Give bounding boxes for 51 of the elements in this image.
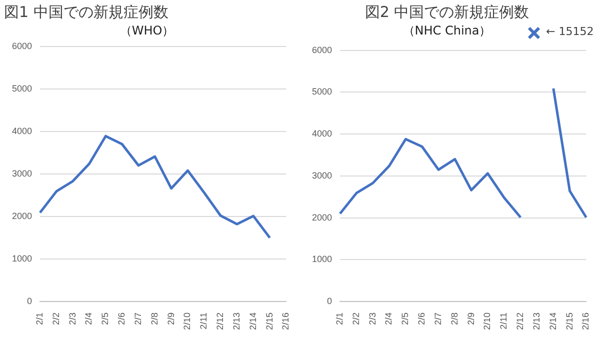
y-tick-label: 5000 — [12, 83, 32, 94]
x-tick-label: 2/11 — [498, 312, 509, 330]
y-tick-label: 1000 — [12, 253, 32, 264]
x-tick-label: 2/11 — [198, 312, 209, 330]
y-tick-label: 4000 — [312, 128, 332, 139]
y-tick-label: 0 — [27, 296, 32, 306]
x-tick-label: 2/16 — [280, 312, 291, 330]
x-tick-label: 2/9 — [166, 312, 176, 325]
x-tick-label: 2/8 — [149, 312, 160, 325]
x-tick-label: 2/5 — [400, 312, 410, 325]
y-tick-label: 0 — [327, 296, 332, 306]
x-tick-label: 2/7 — [432, 312, 443, 325]
x-tick-label: 2/13 — [531, 312, 542, 330]
x-tick-label: 2/10 — [182, 312, 192, 330]
x-tick-label: 2/12 — [215, 312, 226, 330]
x-tick-label: 2/1 — [334, 312, 345, 325]
x-tick-label: 2/5 — [100, 312, 110, 325]
y-tick-label: 6000 — [12, 40, 32, 51]
x-tick-label: 2/14 — [248, 312, 258, 330]
x-tick-label: 2/12 — [515, 312, 526, 330]
x-tick-label: 2/8 — [449, 312, 460, 325]
x-tick-label: 2/4 — [384, 312, 394, 325]
y-tick-label: 6000 — [312, 44, 332, 55]
x-tick-label: 2/2 — [50, 312, 61, 325]
x-tick-label: 2/14 — [548, 312, 558, 330]
text: ← 15152 — [546, 25, 594, 38]
y-tick-label: 5000 — [312, 86, 332, 97]
chart-subtitle: （NHC China） — [402, 23, 492, 38]
x-tick-label: 2/9 — [466, 312, 476, 325]
y-tick-label: 2000 — [312, 212, 332, 222]
chart-title: 図1 中国での新規症例数 — [4, 2, 168, 21]
x-tick-label: 2/6 — [116, 312, 127, 325]
x-tick-label: 2/7 — [132, 312, 143, 325]
x-tick-label: 2/15 — [564, 312, 574, 330]
chart-subtitle: （WHO） — [120, 23, 174, 38]
y-tick-label: 3000 — [12, 168, 32, 178]
x-tick-label: 2/1 — [34, 312, 45, 325]
x-tick-label: 2/6 — [416, 312, 427, 325]
x-tick-label: 2/3 — [67, 312, 78, 325]
y-tick-label: 4000 — [12, 126, 32, 136]
x-tick-label: 2/4 — [84, 312, 94, 325]
y-tick-label: 2000 — [12, 210, 32, 221]
x-tick-label: 2/16 — [580, 312, 591, 330]
x-tick-label: 2/3 — [367, 312, 378, 325]
y-tick-label: 1000 — [312, 254, 332, 264]
chart-title: 図2 中国での新規症例数 — [364, 2, 530, 21]
x-tick-label: 2/15 — [264, 312, 274, 330]
x-tick-label: 2/13 — [231, 312, 242, 330]
y-tick-label: 3000 — [312, 170, 332, 180]
x-tick-label: 2/2 — [350, 312, 361, 325]
x-tick-label: 2/10 — [482, 312, 492, 330]
